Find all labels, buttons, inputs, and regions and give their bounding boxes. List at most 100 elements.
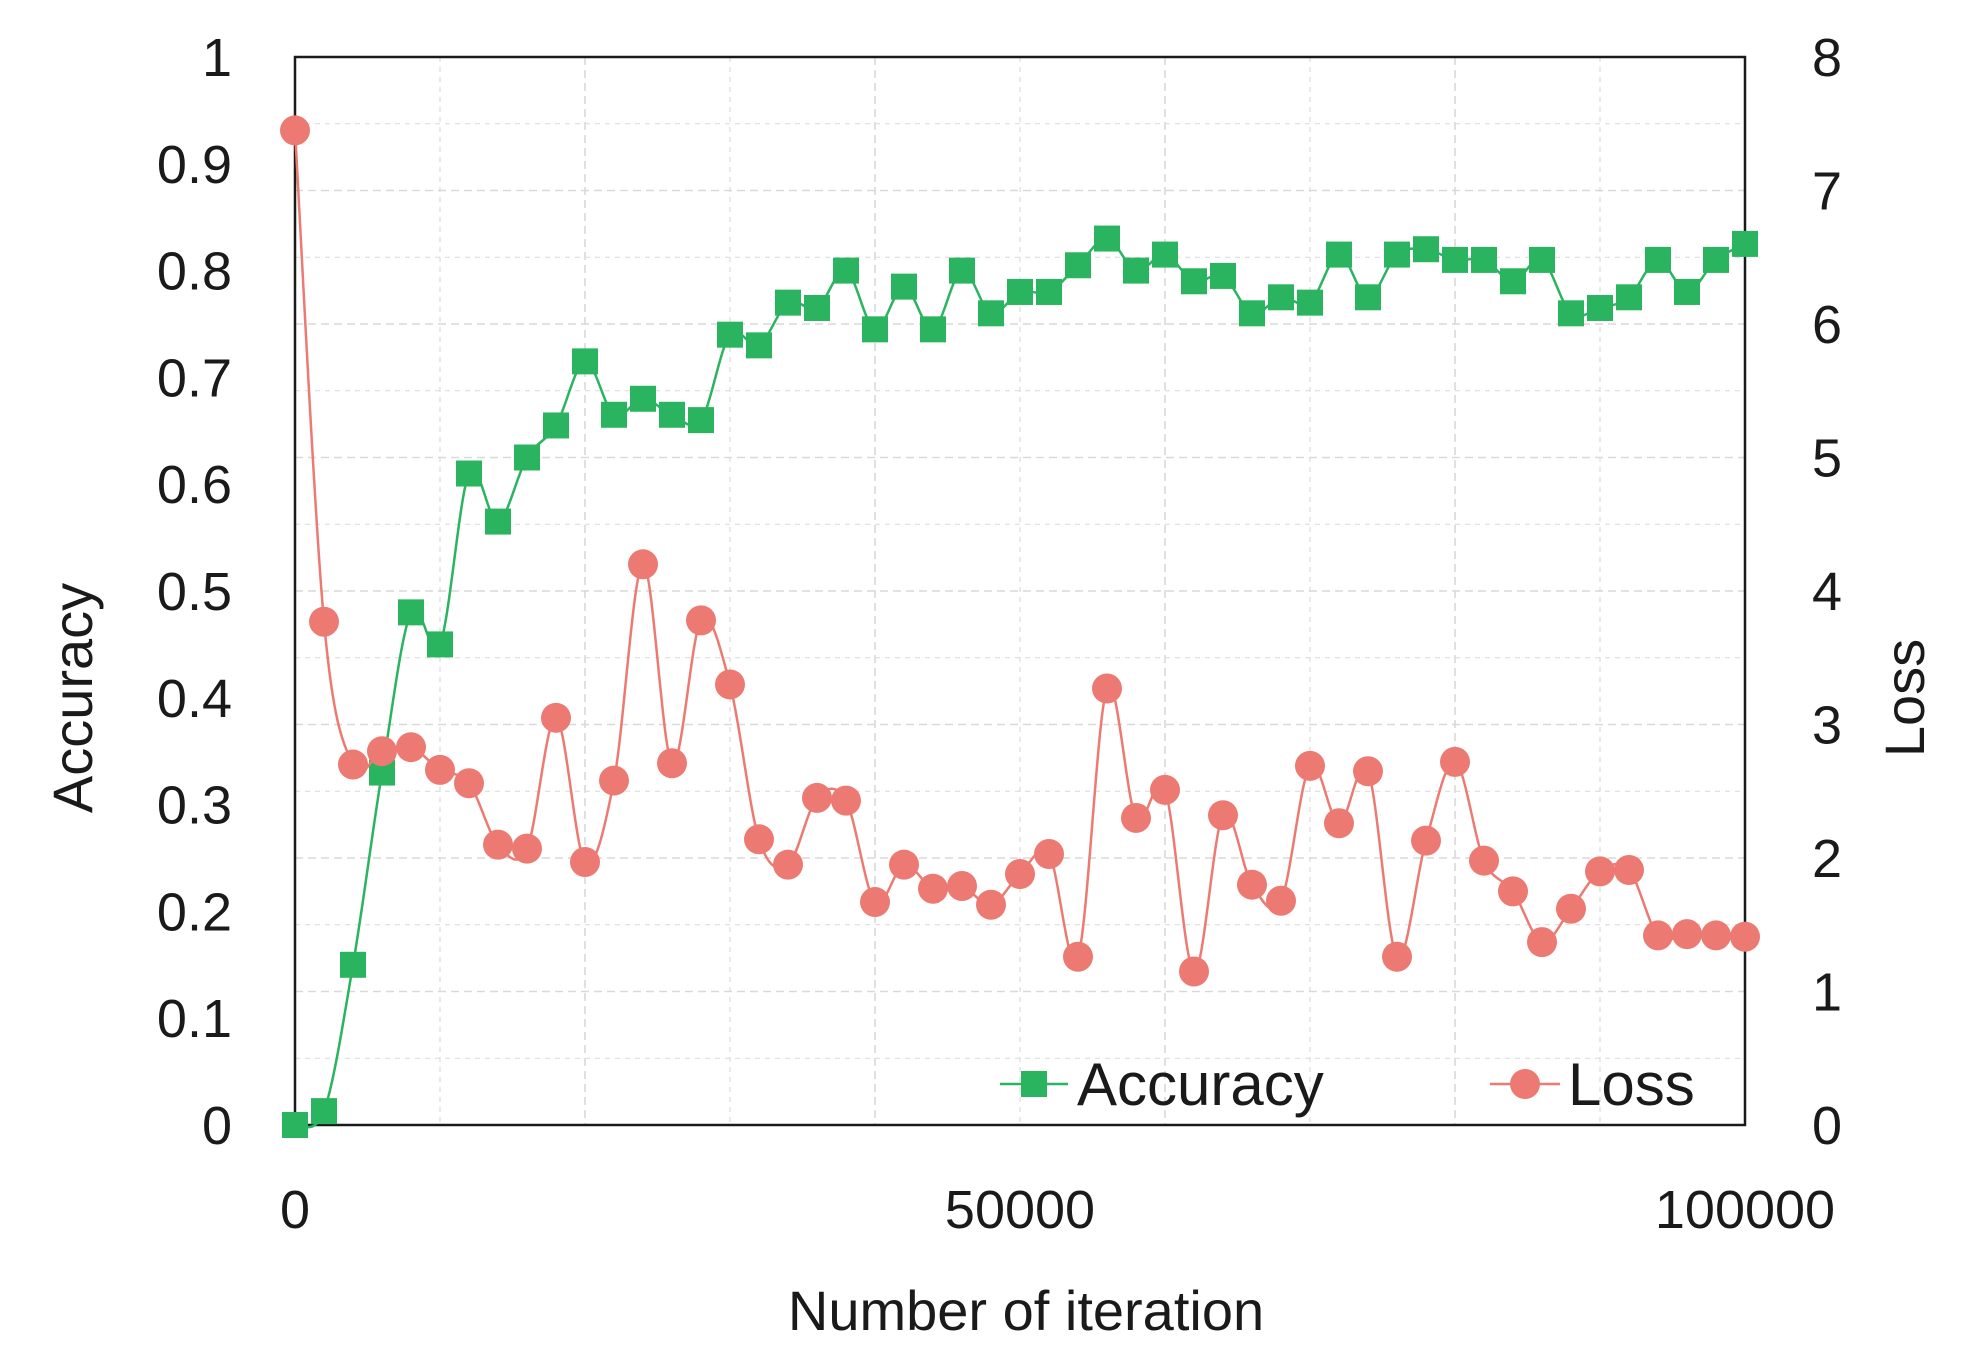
accuracy-point [1732, 230, 1758, 257]
loss-point [686, 605, 716, 636]
y-left-tick-label: 0.1 [157, 989, 232, 1049]
x-tick-label: 50000 [945, 1180, 1095, 1240]
plot-frame [293, 55, 1747, 1127]
loss-point [425, 754, 455, 785]
y-left-tick-label: 0.3 [157, 776, 232, 836]
loss-point [715, 669, 745, 700]
x-axis-ticks: 0 50000 100000 [280, 1180, 1835, 1240]
loss-point [1092, 673, 1122, 704]
loss-point [396, 732, 426, 763]
accuracy-point [1094, 225, 1120, 252]
accuracy-point [1007, 278, 1033, 305]
accuracy-point [891, 273, 917, 300]
accuracy-point [688, 407, 714, 434]
accuracy-point [1442, 246, 1468, 273]
loss-point [599, 765, 629, 796]
loss-point [802, 782, 832, 813]
loss-point [1440, 746, 1470, 777]
loss-point [744, 824, 774, 855]
loss-point [1527, 927, 1557, 958]
loss-point [1382, 941, 1412, 972]
accuracy-point [1065, 252, 1091, 279]
loss-series [280, 115, 1760, 987]
accuracy-point [601, 401, 627, 428]
accuracy-point [427, 631, 453, 658]
legend-accuracy-label: Accuracy [1077, 1051, 1324, 1118]
accuracy-point [1152, 241, 1178, 268]
accuracy-point [775, 289, 801, 316]
loss-point [657, 748, 687, 779]
y-right-tick-label: 2 [1812, 829, 1842, 889]
accuracy-point [340, 951, 366, 978]
loss-point [1411, 825, 1441, 856]
accuracy-point [833, 257, 859, 284]
accuracy-point [1036, 278, 1062, 305]
accuracy-point [746, 332, 772, 359]
loss-point [1469, 845, 1499, 876]
accuracy-point [1645, 246, 1671, 273]
loss-point [1237, 869, 1267, 900]
loss-markers [280, 115, 1760, 987]
accuracy-point [1210, 262, 1236, 289]
accuracy-point [717, 321, 743, 348]
accuracy-point [804, 294, 830, 321]
accuracy-markers [282, 225, 1758, 1138]
loss-point [483, 829, 513, 860]
loss-point [947, 871, 977, 902]
accuracy-point [456, 460, 482, 487]
y-left-tick-label: 0.4 [157, 669, 232, 729]
loss-point [309, 606, 339, 637]
loss-point [1614, 855, 1644, 886]
accuracy-point [920, 316, 946, 343]
y-left-axis-title: Accuracy [41, 583, 104, 813]
accuracy-point [1587, 294, 1613, 321]
accuracy-point [485, 508, 511, 535]
loss-point [512, 833, 542, 864]
loss-point [1063, 941, 1093, 972]
accuracy-point [1123, 257, 1149, 284]
accuracy-point [630, 385, 656, 412]
loss-point [541, 702, 571, 733]
accuracy-point [1558, 300, 1584, 327]
loss-point [280, 115, 310, 146]
loss-point [1005, 859, 1035, 890]
y-left-tick-label: 0.7 [157, 348, 232, 408]
accuracy-point [572, 348, 598, 375]
accuracy-point [659, 401, 685, 428]
legend-loss-marker [1510, 1069, 1540, 1099]
accuracy-point [282, 1112, 308, 1138]
y-right-axis-ticks: 0 1 2 3 4 5 6 7 8 [1812, 28, 1842, 1156]
x-axis-title: Number of iteration [788, 1279, 1264, 1342]
loss-point [918, 873, 948, 904]
accuracy-point [311, 1098, 337, 1125]
accuracy-point [978, 300, 1004, 327]
x-tick-label: 100000 [1655, 1180, 1835, 1240]
accuracy-point [514, 444, 540, 471]
y-right-tick-label: 4 [1812, 562, 1842, 622]
loss-point [1498, 876, 1528, 907]
y-right-tick-label: 6 [1812, 295, 1842, 355]
loss-point [860, 887, 890, 918]
accuracy-point [1355, 284, 1381, 311]
accuracy-point [1326, 241, 1352, 268]
accuracy-point [1181, 268, 1207, 295]
accuracy-point [1471, 246, 1497, 273]
accuracy-point [398, 599, 424, 626]
loss-point [338, 749, 368, 780]
y-right-axis-title: Loss [1873, 639, 1936, 757]
accuracy-point [1413, 236, 1439, 263]
y-left-axis-ticks: 0 0.1 0.2 0.3 0.4 0.5 0.6 0.7 0.8 0.9 1 [157, 28, 232, 1156]
loss-point [454, 768, 484, 799]
y-right-tick-label: 3 [1812, 696, 1842, 756]
accuracy-point [1268, 284, 1294, 311]
accuracy-point [1616, 284, 1642, 311]
accuracy-point [543, 412, 569, 439]
loss-point [1034, 838, 1064, 869]
y-left-tick-label: 0 [202, 1096, 232, 1156]
loss-point [1121, 802, 1151, 833]
loss-point [1585, 856, 1615, 887]
y-right-tick-label: 0 [1812, 1096, 1842, 1156]
loss-point [1353, 756, 1383, 787]
